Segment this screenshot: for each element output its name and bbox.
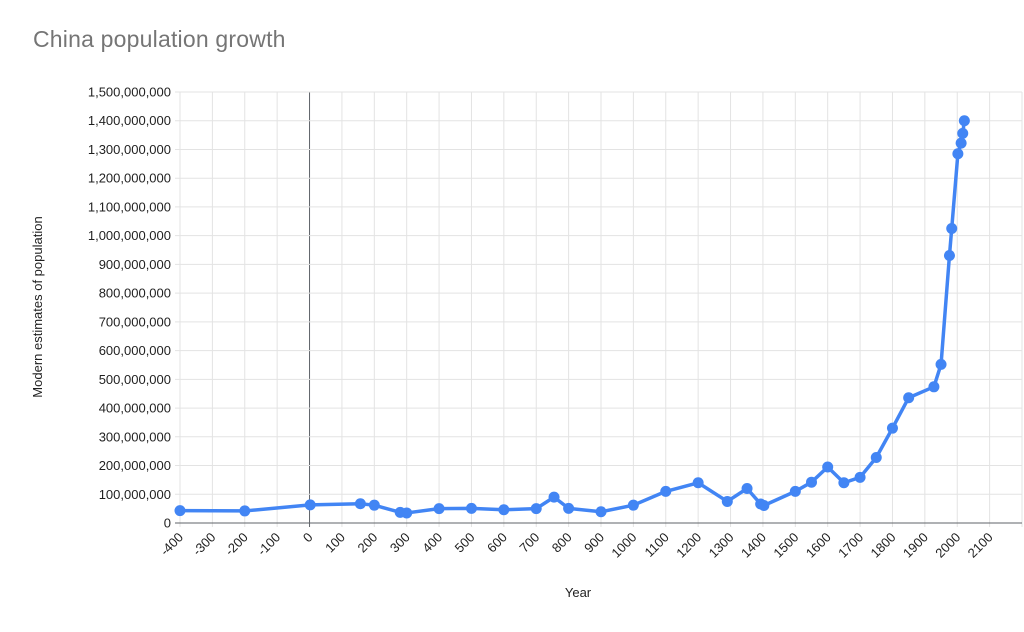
x-tick-label: 1100	[642, 530, 672, 560]
data-point[interactable]	[822, 461, 834, 473]
y-tick-label: 1,300,000,000	[88, 142, 171, 157]
y-tick-label: 1,100,000,000	[88, 199, 171, 214]
data-point[interactable]	[433, 503, 445, 515]
x-tick-label: 1900	[900, 530, 931, 561]
y-axis-title: Modern estimates of population	[30, 216, 45, 398]
data-point[interactable]	[354, 498, 366, 510]
data-point[interactable]	[957, 127, 969, 139]
y-tick-label: 900,000,000	[99, 257, 171, 272]
y-tick-label: 500,000,000	[99, 372, 171, 387]
y-tick-label: 100,000,000	[99, 487, 171, 502]
x-tick-label: 700	[516, 530, 542, 556]
x-tick-label: 800	[549, 530, 575, 556]
x-tick-label: -200	[222, 530, 251, 559]
data-point[interactable]	[239, 505, 251, 517]
x-tick-label: -400	[157, 530, 186, 559]
x-tick-label: -100	[254, 530, 283, 559]
data-point[interactable]	[660, 485, 672, 497]
data-point[interactable]	[304, 499, 316, 511]
data-point[interactable]	[943, 249, 955, 261]
x-tick-label: 1600	[803, 530, 834, 561]
data-point[interactable]	[595, 506, 607, 518]
data-point[interactable]	[854, 471, 866, 483]
data-point[interactable]	[548, 491, 560, 503]
data-point[interactable]	[758, 499, 770, 511]
x-tick-label: 100	[322, 530, 348, 556]
data-point[interactable]	[946, 222, 958, 234]
x-axis-title: Year	[564, 585, 592, 600]
y-tick-label: 300,000,000	[99, 429, 171, 444]
data-point[interactable]	[498, 504, 510, 516]
data-point[interactable]	[903, 392, 915, 404]
x-tick-label: 300	[387, 530, 413, 556]
data-point[interactable]	[174, 505, 186, 517]
x-tick-label: 2000	[932, 530, 963, 561]
x-tick-label: 2100	[965, 530, 996, 561]
y-tick-label: 0	[164, 516, 171, 531]
x-tick-label: 1800	[868, 530, 899, 561]
y-tick-label: 1,200,000,000	[88, 171, 171, 186]
y-tick-label: 1,400,000,000	[88, 113, 171, 128]
data-point[interactable]	[838, 477, 850, 489]
data-point[interactable]	[692, 477, 704, 489]
data-point[interactable]	[806, 476, 817, 488]
x-tick-label: 1000	[608, 530, 639, 561]
population-line	[178, 118, 967, 515]
data-point[interactable]	[952, 148, 964, 160]
data-point[interactable]	[627, 499, 639, 511]
data-point[interactable]	[741, 483, 753, 495]
y-tick-label: 700,000,000	[99, 314, 171, 329]
y-tick-label: 600,000,000	[99, 343, 171, 358]
x-tick-label: 200	[354, 530, 380, 556]
x-tick-label: 900	[581, 530, 607, 556]
chart-title: China population growth	[33, 26, 286, 52]
data-point[interactable]	[401, 507, 413, 519]
data-point[interactable]	[935, 358, 947, 370]
y-tick-label: 400,000,000	[99, 401, 171, 416]
data-point[interactable]	[530, 503, 542, 515]
data-point[interactable]	[789, 485, 801, 497]
x-tick-label: 0	[300, 530, 316, 546]
x-tick-label: 400	[419, 530, 445, 556]
data-point[interactable]	[928, 381, 940, 393]
x-tick-label: 500	[452, 530, 478, 556]
data-point[interactable]	[955, 137, 967, 149]
y-tick-label: 1,000,000,000	[88, 228, 171, 243]
x-tick-label: 1400	[738, 530, 769, 561]
data-point[interactable]	[958, 115, 970, 127]
x-tick-label: 1700	[835, 530, 866, 561]
data-point[interactable]	[563, 502, 575, 514]
y-tick-label: 1,500,000,000	[88, 85, 171, 100]
data-point[interactable]	[870, 451, 882, 463]
x-tick-label: -300	[189, 530, 218, 559]
y-tick-label: 200,000,000	[99, 458, 171, 473]
data-point[interactable]	[886, 422, 898, 434]
data-point[interactable]	[465, 502, 477, 514]
data-point[interactable]	[368, 499, 380, 511]
x-tick-label: 600	[484, 530, 510, 556]
data-point[interactable]	[721, 495, 733, 507]
x-tick-label: 1300	[706, 530, 737, 561]
y-tick-label: 800,000,000	[99, 286, 171, 301]
x-tick-label: 1500	[770, 530, 801, 561]
x-tick-label: 1200	[673, 530, 704, 561]
